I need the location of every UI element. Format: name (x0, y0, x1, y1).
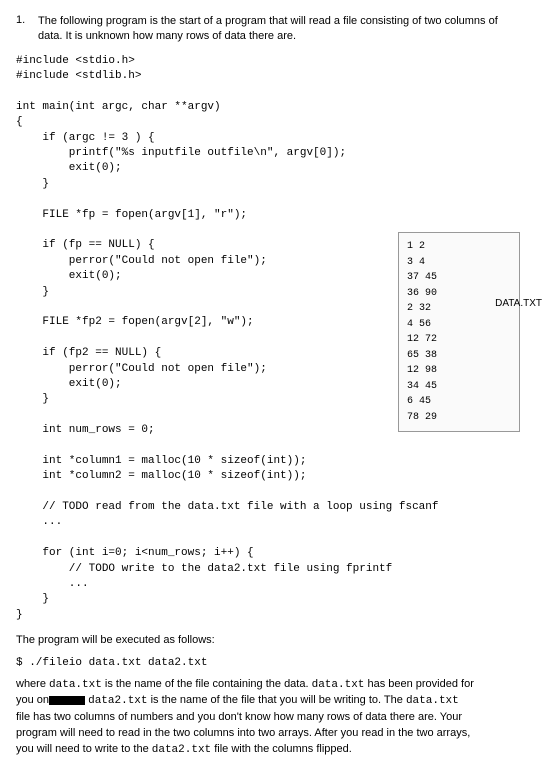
code-line: int main(int argc, char **argv) (16, 101, 221, 113)
data-file-label: DATA.TXT (495, 298, 542, 309)
question-text: The following program is the start of a … (38, 14, 534, 44)
data-row: 3 4 (407, 257, 425, 268)
code-line: if (fp2 == NULL) { (16, 347, 161, 359)
data-row: 37 45 (407, 272, 437, 283)
desc-filename: data.txt (49, 679, 102, 691)
desc-text: you on (16, 694, 49, 706)
code-line: perror("Could not open file"); (16, 255, 267, 267)
desc-text: program will need to read in the two col… (16, 727, 470, 739)
data-file-box: 1 2 3 4 37 45 36 90 2 32 4 56 12 72 65 3… (398, 232, 520, 432)
desc-text: you will need to write to the (16, 743, 152, 755)
code-line: exit(0); (16, 378, 122, 390)
redacted-bar (49, 696, 85, 705)
code-line: if (fp == NULL) { (16, 239, 155, 251)
question-number: 1. (16, 14, 38, 44)
data-row: 36 90 (407, 288, 437, 299)
question-line2: data. It is unknown how many rows of dat… (38, 30, 296, 42)
desc-text: is the name of the file containing the d… (102, 678, 312, 690)
code-line: FILE *fp2 = fopen(argv[2], "w"); (16, 316, 254, 328)
code-line: } (16, 178, 49, 190)
data-row: 1 2 (407, 241, 425, 252)
code-line: #include <stdio.h> (16, 55, 135, 67)
desc-text: file has two columns of numbers and you … (16, 711, 462, 723)
desc-filename: data.txt (406, 695, 459, 707)
command-line: $ ./fileio data.txt data2.txt (16, 657, 534, 669)
code-line: } (16, 286, 49, 298)
code-line: ... (16, 578, 89, 590)
code-line: #include <stdlib.h> (16, 70, 141, 82)
desc-text: file with the columns flipped. (211, 743, 352, 755)
code-line: // TODO read from the data.txt file with… (16, 501, 438, 513)
code-line: exit(0); (16, 162, 122, 174)
data-row: 78 29 (407, 412, 437, 423)
code-line: int num_rows = 0; (16, 424, 155, 436)
desc-filename: data2.txt (152, 744, 211, 756)
data-row: 4 56 (407, 319, 431, 330)
code-line: // TODO write to the data2.txt file usin… (16, 563, 392, 575)
desc-filename: data2.txt (88, 695, 147, 707)
execution-intro: The program will be executed as follows: (16, 633, 534, 648)
data-row: 12 72 (407, 334, 437, 345)
code-line: int *column1 = malloc(10 * sizeof(int)); (16, 455, 306, 467)
code-line: if (argc != 3 ) { (16, 132, 155, 144)
code-line: int *column2 = malloc(10 * sizeof(int)); (16, 470, 306, 482)
code-line: printf("%s inputfile outfile\n", argv[0]… (16, 147, 346, 159)
code-line: ... (16, 516, 62, 528)
data-row: 6 45 (407, 396, 431, 407)
code-line: for (int i=0; i<num_rows; i++) { (16, 547, 254, 559)
desc-text: where (16, 678, 49, 690)
code-line: exit(0); (16, 270, 122, 282)
code-line: perror("Could not open file"); (16, 363, 267, 375)
code-line: { (16, 116, 23, 128)
code-line: FILE *fp = fopen(argv[1], "r"); (16, 209, 247, 221)
data-row: 65 38 (407, 350, 437, 361)
question-header: 1. The following program is the start of… (16, 14, 534, 44)
data-row: 2 32 (407, 303, 431, 314)
code-line: } (16, 593, 49, 605)
desc-text: has been provided for (364, 678, 473, 690)
description-paragraph: where data.txt is the name of the file c… (16, 677, 534, 759)
desc-filename: data.txt (312, 679, 365, 691)
question-line1: The following program is the start of a … (38, 15, 498, 27)
code-line: } (16, 609, 23, 621)
code-line: } (16, 393, 49, 405)
data-row: 12 98 (407, 365, 437, 376)
desc-text: is the name of the file that you will be… (148, 694, 406, 706)
data-row: 34 45 (407, 381, 437, 392)
